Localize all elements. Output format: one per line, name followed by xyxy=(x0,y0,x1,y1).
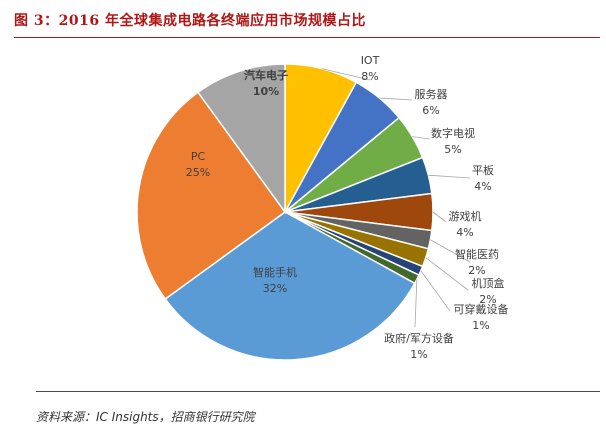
leader-line-6 xyxy=(425,257,469,291)
slice-value-label-7: 1% xyxy=(472,319,489,332)
slice-label-8: 政府/军方设备 xyxy=(384,331,454,345)
slice-value-label-9: 32% xyxy=(263,282,287,295)
slice-label-2: 数字电视 xyxy=(431,126,475,140)
leader-line-4 xyxy=(432,211,447,223)
slice-label-5: 智能医药 xyxy=(455,247,499,261)
slice-value-label-2: 5% xyxy=(444,143,461,156)
slice-label-0: IOT xyxy=(361,54,380,67)
slice-value-label-4: 4% xyxy=(456,226,473,239)
slice-label-4: 游戏机 xyxy=(449,209,482,223)
pie-slice-9 xyxy=(164,211,416,361)
leader-lines xyxy=(321,68,471,328)
leader-line-1 xyxy=(379,97,413,101)
slice-label-1: 服务器 xyxy=(415,88,448,101)
slice-value-label-10: 25% xyxy=(186,166,210,179)
source-rule xyxy=(36,391,600,392)
title-rule xyxy=(14,37,600,38)
slice-value-label-0: 8% xyxy=(361,70,378,83)
slice-labels: IOT8%服务器6%数字电视5%平板4%游戏机4%智能医药2%机顶盒2%可穿戴设… xyxy=(186,54,509,361)
leader-line-5 xyxy=(430,239,471,263)
slice-label-10: PC xyxy=(191,150,206,163)
slice-label-9: 智能手机 xyxy=(253,265,297,279)
leader-line-2 xyxy=(412,136,431,140)
leader-line-3 xyxy=(428,174,471,179)
slice-value-label-5: 2% xyxy=(468,264,485,277)
leader-line-0 xyxy=(321,68,371,81)
slice-label-6: 机顶盒 xyxy=(472,276,505,290)
slice-value-label-11: 10% xyxy=(253,85,279,98)
slice-value-label-1: 6% xyxy=(422,104,439,117)
source-note: 资料来源：IC Insights，招商银行研究院 xyxy=(36,410,255,424)
slice-label-3: 平板 xyxy=(472,163,494,177)
slice-label-7: 可穿戴设备 xyxy=(454,302,509,316)
pie-slice-11 xyxy=(196,63,286,215)
slice-label-11: 汽车电子 xyxy=(244,68,288,82)
slice-value-label-6: 2% xyxy=(479,293,496,306)
slice-value-label-8: 1% xyxy=(410,348,427,361)
slice-value-label-3: 4% xyxy=(474,180,491,193)
pie-slice-10 xyxy=(136,91,287,301)
leader-line-8 xyxy=(414,279,418,328)
leader-line-7 xyxy=(420,270,451,312)
pie-slices xyxy=(136,63,434,361)
figure-title: 图 3：2016 年全球集成电路各终端应用市场规模占比 xyxy=(14,13,366,29)
